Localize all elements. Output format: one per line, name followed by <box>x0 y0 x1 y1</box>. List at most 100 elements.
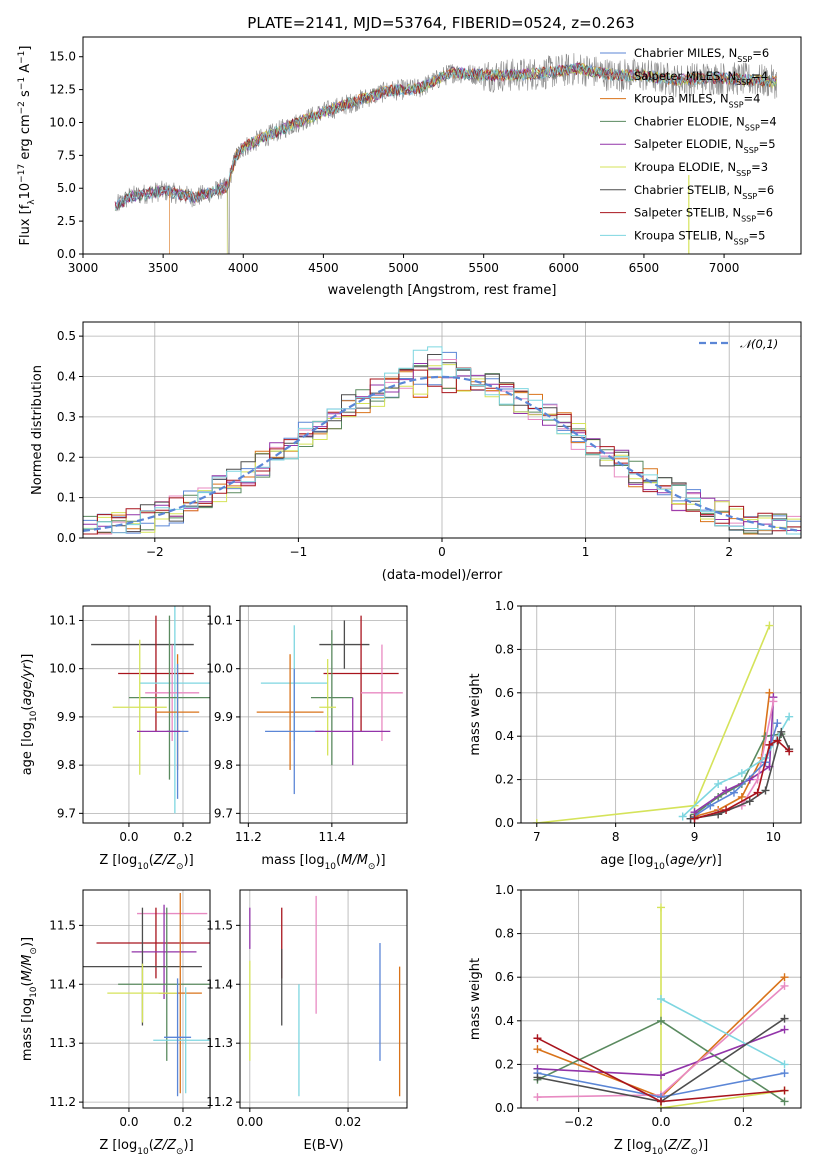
residual-hist-ytick-label: 0.2 <box>57 450 76 464</box>
residual-hist-frame <box>82 321 802 539</box>
residual-hist-ytick-label: 0.1 <box>57 491 76 505</box>
weight-vs-z-xtick-label: 0.2 <box>734 1115 753 1129</box>
weight-vs-z-xlabel-part: ( <box>663 1138 668 1153</box>
weight-vs-z-series-marker <box>533 1045 542 1054</box>
legend-label-normal: 𝒩(0,1) <box>740 337 778 351</box>
legend-label-kroupa-miles: Kroupa MILES, NSSP=4 <box>634 92 760 110</box>
legend-label-sub: SSP <box>741 214 756 223</box>
weight-vs-age-series-marker <box>729 788 738 797</box>
legend-label-text: Chabrier ELODIE, N <box>634 114 745 128</box>
spectrum-ytick-label: 2.5 <box>57 214 76 228</box>
weight-vs-age-xlabel-part: 10 <box>653 862 665 872</box>
mass-vs-z-ytick-label: 11.5 <box>49 918 76 932</box>
age-vs-mass-xlabel-part: )] <box>375 853 385 868</box>
weight-vs-z-series-marker <box>657 1097 665 1106</box>
age-vs-z-frame <box>82 605 211 824</box>
legend-label-salpeter-miles: Salpeter MILES, NSSP=4 <box>634 69 768 87</box>
age-vs-mass-panel: 11.2 11.4 9.7 9.8 9.9 10.0 10.1 mass [log10(M/M… <box>206 605 408 872</box>
legend-label-sub: SSP <box>729 100 744 109</box>
weight-vs-z-xtick-label: −0.2 <box>564 1115 593 1129</box>
weight-vs-age-ytick-label: 0.2 <box>495 773 514 787</box>
mass-vs-ebv-ytick-label: 11.2 <box>206 1095 233 1109</box>
weight-vs-age-series-marker <box>761 786 770 795</box>
spectrum-xtick-label: 3000 <box>68 261 99 275</box>
spectrum-ytick-label: 10.0 <box>49 115 76 129</box>
mass-vs-z-xlabel-part: )] <box>184 1138 194 1153</box>
legend-label-sub: SSP <box>744 146 759 155</box>
age-vs-mass-xtick-label: 11.2 <box>235 830 262 844</box>
age-vs-mass-xlabel-part: ⊙ <box>368 862 376 872</box>
model-spectrum-salpeter-stelib <box>114 62 776 212</box>
legend-label-text: Kroupa STELIB, N <box>634 228 734 242</box>
weight-vs-age-series-marker <box>737 769 746 778</box>
mass-vs-ebv-ytick-label: 11.5 <box>206 918 233 932</box>
age-vs-z-ytick-label: 10.1 <box>49 613 76 627</box>
legend-label-text: Salpeter ELODIE, N <box>634 137 744 151</box>
spectrum-panel: 3000 3500 4000 4500 5000 5500 6000 6500 7000 0.0 2… <box>17 36 802 298</box>
weight-vs-z-series-line <box>660 907 785 1108</box>
weight-vs-age-series-marker <box>722 786 731 795</box>
weight-vs-age-series-marker <box>773 719 782 728</box>
panels-group: 3000 3500 4000 4500 5000 5500 6000 6500 70000.02… <box>17 36 802 1157</box>
weight-vs-z-xlabel-part: ⊙ <box>690 1147 698 1157</box>
weight-vs-age-series-marker <box>777 727 786 736</box>
weight-vs-age-xtick-label: 7 <box>533 830 541 844</box>
residual-ylabel: Normed distribution <box>30 365 45 495</box>
weight-vs-z-series-marker <box>780 981 789 990</box>
spectrum-xtick-label: 6500 <box>629 261 660 275</box>
legend-label-value: =3 <box>751 160 768 174</box>
spectrum-ytick-label: 7.5 <box>57 148 76 162</box>
weight-vs-z-series-marker <box>657 903 665 912</box>
residual-hist-panel: −2 −1 0 1 2 0.0 0.1 0.2 0.3 0.4 0.5 𝒩(0,1) (data-mod… <box>30 321 802 583</box>
age-vs-mass-plot-area <box>256 615 403 795</box>
weight-vs-age-xlabel-part: )] <box>712 853 722 868</box>
weight-vs-age-series-marker <box>690 814 699 823</box>
mass-vs-z-ylabel: mass [log10(M/M⊙)] <box>20 937 39 1061</box>
legend-label-value: =5 <box>749 228 766 242</box>
weight-vs-z-series-marker <box>533 1034 542 1043</box>
weight-vs-z-xlabel-part: Z/Z <box>667 1138 691 1153</box>
weight-vs-age-series-marker <box>678 812 687 821</box>
weight-vs-age-series-marker <box>753 788 762 797</box>
legend-label-text: Salpeter MILES, N <box>634 69 736 83</box>
age-vs-z-xlabel: Z [log10(Z/Z⊙)] <box>99 853 193 872</box>
figure-title: PLATE=2141, MJD=53764, FIBERID=0524, z=0… <box>247 14 634 32</box>
legend-label-salpeter-elodie: Salpeter ELODIE, NSSP=5 <box>634 137 776 155</box>
spectrum-xtick-label: 4500 <box>308 261 339 275</box>
weight-vs-age-ytick-label: 0.8 <box>495 642 514 656</box>
age-vs-z-xlabel-part: 10 <box>137 862 149 872</box>
spectrum-ylabel-part: −1 <box>17 77 27 90</box>
age-vs-z-ylabel-part: 10 <box>29 710 39 722</box>
mass-vs-ebv-panel: 0.00 0.02 11.2 11.3 11.4 11.5 E(B-V) <box>206 889 408 1153</box>
mass-vs-ebv-xtick-label: 0.00 <box>236 1115 263 1129</box>
residual-hist-ytick-label: 0.5 <box>57 329 76 343</box>
weight-vs-z-frame <box>520 889 802 1109</box>
weight-vs-z-xlabel-part: )] <box>698 1138 708 1153</box>
residual-histogram-kroupa-stelib <box>83 346 801 535</box>
mass-vs-z-plot-area <box>83 892 210 1097</box>
residual-histogram-salpeter-stelib <box>83 367 801 535</box>
spectrum-xtick-label: 6000 <box>549 261 580 275</box>
age-vs-mass-ytick-label: 9.9 <box>214 710 233 724</box>
weight-vs-age-series-marker <box>745 797 754 806</box>
weight-vs-age-series-marker <box>765 621 774 630</box>
mass-vs-z-xlabel-part: Z/Z <box>153 1138 177 1153</box>
age-vs-z-xlabel-part: )] <box>184 853 194 868</box>
weight-vs-age-series-marker <box>773 736 782 745</box>
weight-vs-age-xtick-label: 9 <box>691 830 699 844</box>
weight-vs-z-series-marker <box>780 1014 789 1023</box>
weight-vs-z-series-marker <box>780 973 789 982</box>
legend-label-value: =6 <box>752 46 769 60</box>
mass-vs-z-xtick-label: 0.2 <box>173 1115 192 1129</box>
spectrum-ylabel-part: erg cm <box>18 114 33 163</box>
spectrum-ylabel-part: −1 <box>17 51 27 64</box>
weight-vs-age-series-marker <box>714 779 723 788</box>
weight-vs-z-ytick-label: 0.8 <box>495 927 514 941</box>
weight-vs-age-ylabel: mass weight <box>468 673 483 755</box>
spectrum-ylabel-part: ] <box>18 46 33 51</box>
legend-label-text: Chabrier MILES, N <box>634 46 737 60</box>
weight-vs-age-series-marker <box>532 819 541 823</box>
age-vs-z-panel: 0.0 0.29.79.89.910.010.1Z [log10(Z/Z⊙)]ag… <box>20 605 211 872</box>
spectrum-ylabel: Flux [fλ10−17 erg cm−2 s−1 A−1] <box>17 46 37 246</box>
